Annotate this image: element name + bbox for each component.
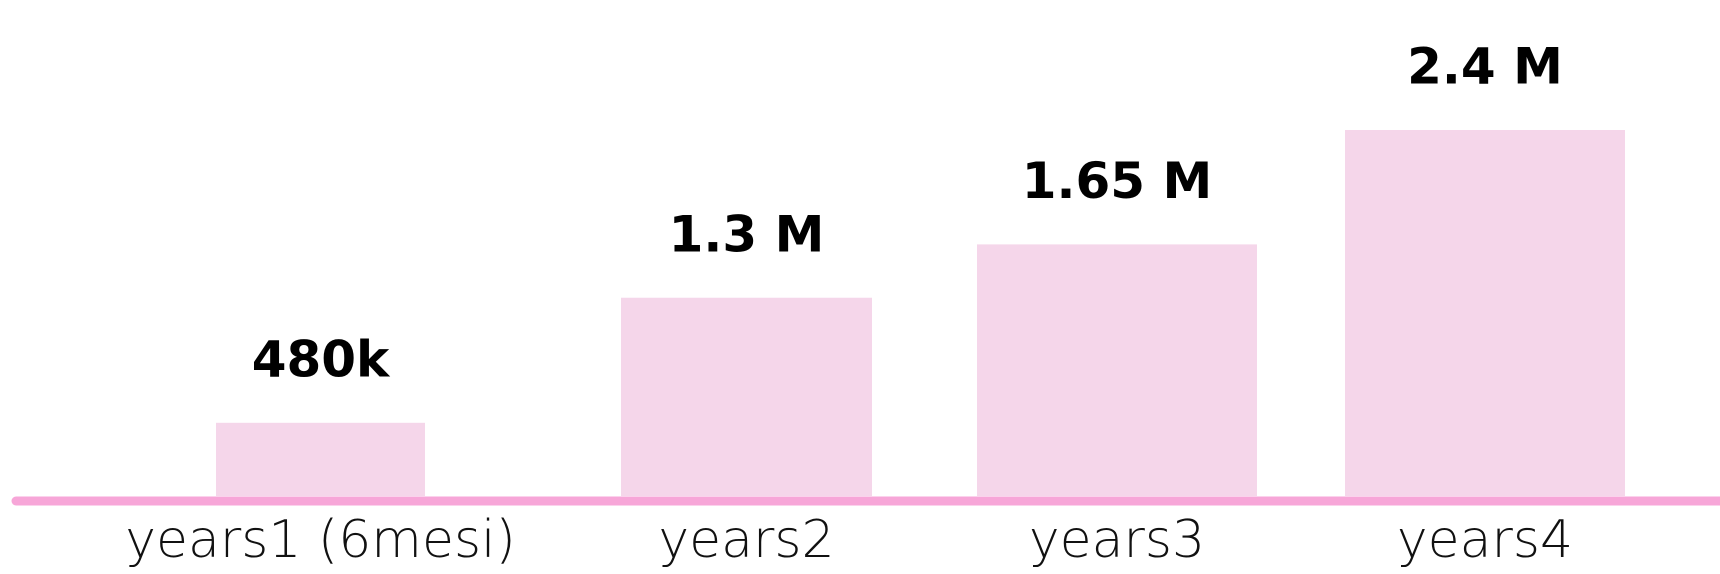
value-label: 1.65 M [1022, 152, 1213, 210]
value-label: 480k [252, 330, 391, 388]
x-tick-label: years3 [1029, 510, 1205, 570]
x-tick-label: years4 [1397, 510, 1573, 570]
bar [977, 244, 1257, 496]
value-label: 2.4 M [1407, 38, 1563, 96]
bar [621, 297, 872, 496]
value-label: 1.3 M [669, 205, 825, 263]
bar [216, 422, 425, 496]
x-tick-label: years1 (6mesi) [125, 510, 516, 570]
x-tick-label: years2 [658, 510, 834, 570]
bar [1345, 130, 1625, 496]
